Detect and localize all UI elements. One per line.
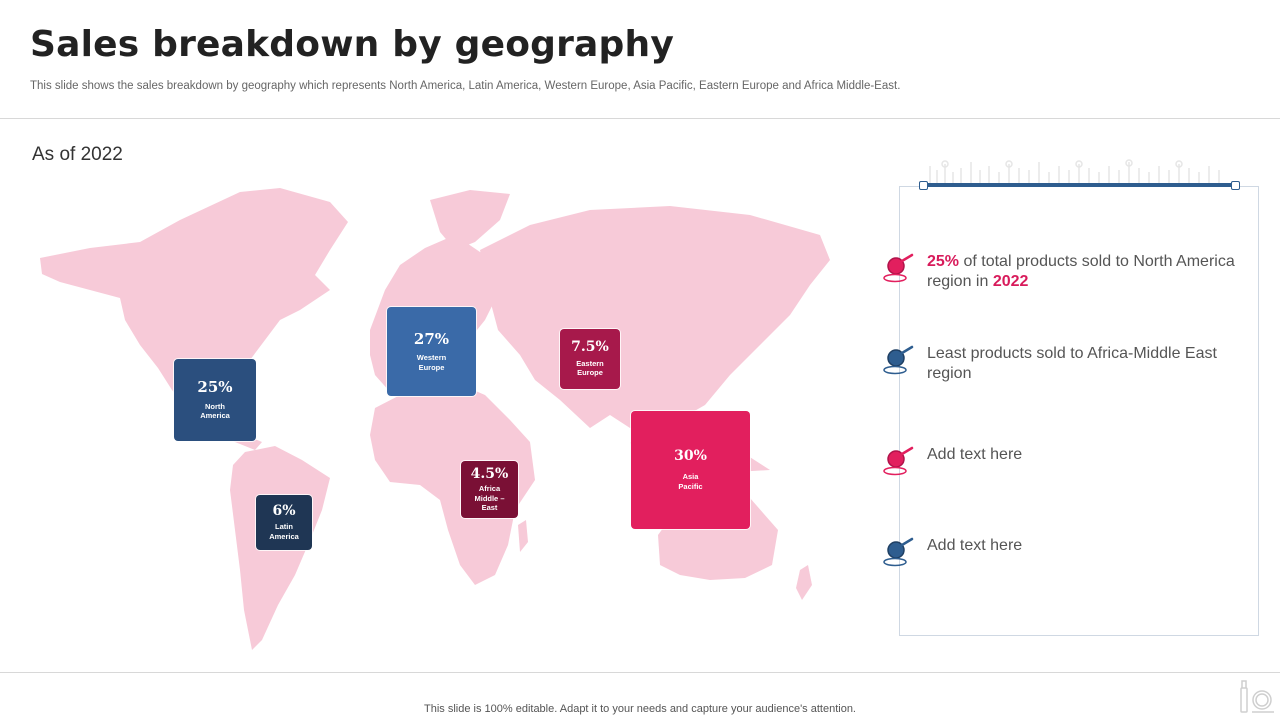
region-box-africa-middle-east: 4.5% Africa Middle – East	[461, 461, 518, 518]
divider-top	[0, 118, 1280, 119]
info-panel	[899, 186, 1259, 636]
region-label: Africa Middle – East	[474, 484, 505, 512]
region-percent: 27%	[413, 329, 450, 348]
panel-item: Add text here	[883, 536, 1253, 584]
panel-item: Least products sold to Africa-Middle Eas…	[883, 344, 1253, 392]
as-of-label: As of 2022	[32, 144, 123, 165]
panel-item: 25% of total products sold to North Amer…	[883, 252, 1253, 300]
map-new-zealand	[796, 565, 812, 600]
region-percent: 30%	[674, 447, 707, 464]
footer-note: This slide is 100% editable. Adapt it to…	[424, 703, 856, 715]
panel-item-text: 25% of total products sold to North Amer…	[927, 252, 1247, 291]
region-label: Western Europe	[416, 353, 447, 372]
region-label: Asia Pacific	[678, 472, 703, 491]
magnifier-blue-icon	[883, 345, 914, 375]
magnifier-pink-icon	[883, 253, 914, 283]
map-madagascar	[518, 520, 528, 552]
panel-bar-handle-left	[919, 181, 928, 190]
magnifier-blue-icon	[883, 537, 914, 567]
region-box-western-europe: 27% Western Europe	[387, 307, 476, 396]
region-percent: 4.5%	[470, 465, 509, 482]
panel-item: Add text here	[883, 445, 1253, 493]
region-label: Latin America	[269, 522, 299, 541]
region-box-latin-america: 6% Latin America	[256, 495, 312, 550]
page-subtitle: This slide shows the sales breakdown by …	[30, 80, 901, 92]
map-north-america	[40, 188, 348, 450]
map-africa	[370, 380, 535, 585]
panel-top-bar	[922, 183, 1238, 187]
panel-item-text: Add text here	[927, 446, 1023, 463]
panel-bar-handle-right	[1231, 181, 1240, 190]
magnifier-pink-icon	[883, 446, 914, 476]
region-percent: 25%	[197, 378, 233, 397]
page-title: Sales breakdown by geography	[30, 24, 675, 65]
highlight-year: 2022	[992, 272, 1029, 290]
panel-item-text: Least products sold to Africa-Middle Eas…	[927, 345, 1217, 382]
region-percent: 6%	[272, 502, 296, 519]
panel-item-text: Add text here	[927, 537, 1023, 554]
cosmetics-corner-icon	[1240, 680, 1274, 713]
region-box-north-america: 25% North America	[174, 359, 256, 441]
region-label: North America	[200, 401, 230, 421]
highlight-percent: 25%	[927, 253, 960, 270]
map-asia	[480, 206, 830, 428]
region-box-asia-pacific: 30% Asia Pacific	[631, 411, 750, 529]
region-box-eastern-europe: 7.5% Eastern Europe	[560, 329, 620, 389]
cosmetics-lineart	[929, 159, 1220, 186]
map-greenland	[430, 190, 510, 250]
panel-item-body: of total products sold to North America …	[927, 253, 1235, 290]
map-japan	[734, 310, 752, 358]
region-percent: 7.5%	[571, 339, 609, 356]
divider-bottom	[0, 672, 1280, 673]
region-label: Eastern Europe	[576, 358, 604, 378]
